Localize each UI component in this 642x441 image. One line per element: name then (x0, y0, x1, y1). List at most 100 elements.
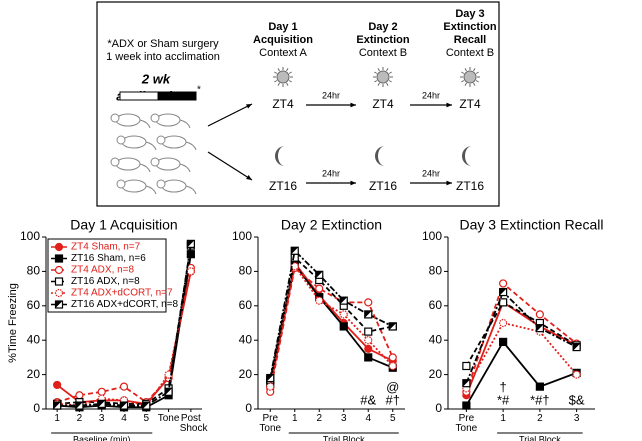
legend-label: ZT4 Sham, n=7 (71, 242, 141, 253)
marker (388, 353, 397, 362)
annotation: † (500, 379, 507, 394)
marker (119, 382, 129, 391)
marker-half (340, 297, 348, 305)
day-title: Day 3 (455, 8, 484, 20)
marker-half (98, 400, 106, 408)
sun-ray (461, 71, 465, 74)
day-title: Day 2 (368, 21, 397, 33)
series-line (465, 321, 578, 389)
chart-title: Day 2 Extinction (281, 217, 382, 233)
mouse (121, 179, 147, 193)
marker (572, 370, 581, 379)
x-tick-label: 1 (500, 413, 506, 424)
y-tick-label: 0 (245, 401, 252, 415)
surgery-note: *ADX or Sham surgery (107, 38, 219, 50)
mouse (155, 157, 181, 171)
x-tick-label: 5 (143, 413, 150, 424)
marker-half (165, 388, 173, 396)
sun-ray (473, 82, 476, 86)
sun-ray (277, 82, 280, 86)
x-tick-label: Pre Tone (259, 413, 282, 434)
marker (364, 336, 373, 345)
y-tick-label: 100 (20, 229, 40, 243)
moon (462, 146, 472, 166)
marker (97, 387, 106, 396)
sun-ray (374, 71, 378, 74)
x-tick-label: 4 (121, 413, 127, 424)
y-tick-label: 100 (422, 229, 442, 243)
sun-ray (464, 68, 467, 72)
annotation: @ (386, 379, 399, 394)
annotation: $& (569, 392, 585, 407)
sun-ray (473, 68, 476, 72)
x-tick-label: 3 (340, 413, 347, 424)
marker (499, 318, 508, 328)
marker-half (75, 402, 83, 410)
surgery-note: 1 week into acclimation (106, 51, 220, 63)
annotation: *#† (530, 392, 550, 407)
y-tick-label: 40 (239, 332, 253, 346)
annotation: #† (386, 392, 400, 407)
marker-half (364, 310, 372, 318)
context-label: Context B (446, 47, 494, 59)
y-tick-label: 20 (429, 367, 443, 381)
marker (54, 277, 64, 286)
x-axis-label: Trial Block (323, 434, 365, 441)
y-tick-label: 20 (239, 367, 253, 381)
x-tick-label: 4 (365, 413, 372, 424)
marker-half (291, 247, 299, 255)
marker-half (462, 379, 470, 387)
sun-ray (388, 80, 392, 83)
x-tick-label: 3 (98, 413, 105, 424)
marker-half (389, 322, 397, 330)
mouse-head (150, 157, 160, 167)
y-tick-label: 80 (239, 264, 253, 278)
x-tick-label: 3 (573, 413, 580, 424)
y-tick-label: 60 (239, 298, 253, 312)
mouse-tail (179, 119, 191, 129)
series-line (465, 301, 578, 396)
mouse-head (150, 113, 160, 123)
marker (339, 310, 348, 319)
arrow-head (246, 175, 252, 180)
marker (364, 353, 373, 362)
acclimation-label: 2 wk (141, 71, 171, 86)
legend-label: ZT4 ADX+dCORT, n=7 (71, 288, 173, 299)
series-line (465, 340, 577, 407)
y-tick-label: 0 (435, 401, 442, 415)
legend-label: ZT16 ADX, n=8 (71, 276, 140, 287)
y-axis-label: %Time Freezing (7, 283, 19, 363)
marker-half (187, 240, 195, 248)
y-tick-label: 40 (429, 332, 443, 346)
arrow (207, 103, 253, 127)
sun-ray (274, 80, 278, 83)
legend-label: ZT16 Sham, n=6 (71, 253, 146, 264)
marker (364, 327, 373, 336)
x-tick-label: Pre Tone (455, 413, 478, 434)
marker (315, 284, 324, 293)
marker-half (53, 402, 61, 410)
arrow-head (446, 180, 452, 186)
sun-ray (377, 68, 380, 72)
mouse-head (116, 179, 126, 189)
marker-half (266, 374, 274, 382)
sun-ray (288, 80, 292, 83)
x-tick-label: 2 (537, 413, 543, 424)
mouse-tail (179, 163, 191, 173)
mouse-head (156, 135, 166, 145)
context-label: Context A (259, 47, 307, 59)
series-line (269, 255, 393, 380)
x-tick-label: 2 (76, 413, 83, 424)
marker (54, 254, 64, 263)
arrow (207, 151, 253, 181)
x-tick-label: 1 (291, 413, 298, 424)
marker (499, 337, 508, 347)
legend-label: ZT16 ADX+dCORT, n=8 (71, 299, 179, 310)
marker-half (315, 271, 323, 279)
marker (535, 310, 544, 319)
interval-label: 24hr (422, 90, 440, 100)
sun-ray (377, 82, 380, 86)
